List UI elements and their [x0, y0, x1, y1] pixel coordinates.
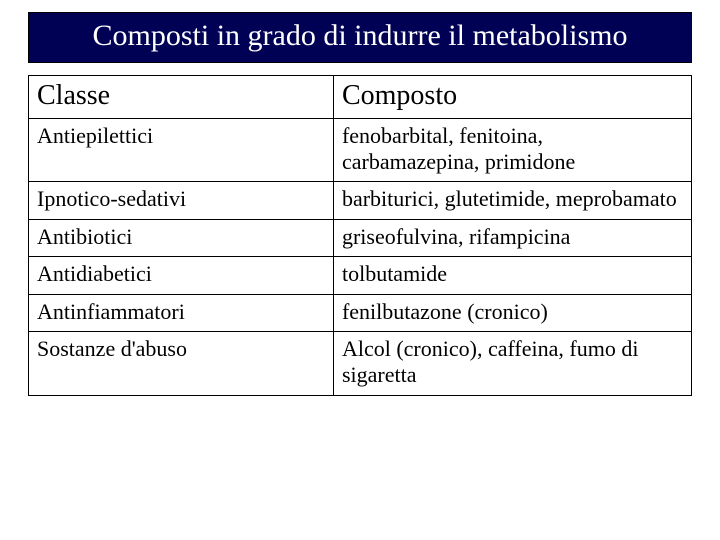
cell-composto: fenobarbital, fenitoina, carbamazepina, … — [333, 118, 691, 182]
cell-classe: Antinfiammatori — [29, 294, 334, 331]
cell-classe: Antibiotici — [29, 219, 334, 256]
table-row: Antiepilettici fenobarbital, fenitoina, … — [29, 118, 692, 182]
table-row: Ipnotico-sedativi barbiturici, glutetimi… — [29, 182, 692, 219]
cell-classe: Sostanze d'abuso — [29, 332, 334, 396]
inducers-table: Classe Composto Antiepilettici fenobarbi… — [28, 75, 692, 396]
table-row: Antibiotici griseofulvina, rifampicina — [29, 219, 692, 256]
cell-composto: Alcol (cronico), caffeina, fumo di sigar… — [333, 332, 691, 396]
table-row: Sostanze d'abuso Alcol (cronico), caffei… — [29, 332, 692, 396]
col-header-classe: Classe — [29, 75, 334, 118]
table-row: Antinfiammatori fenilbutazone (cronico) — [29, 294, 692, 331]
table-header-row: Classe Composto — [29, 75, 692, 118]
cell-classe: Antidiabetici — [29, 257, 334, 294]
cell-classe: Antiepilettici — [29, 118, 334, 182]
cell-composto: griseofulvina, rifampicina — [333, 219, 691, 256]
cell-composto: tolbutamide — [333, 257, 691, 294]
cell-classe: Ipnotico-sedativi — [29, 182, 334, 219]
table-row: Antidiabetici tolbutamide — [29, 257, 692, 294]
cell-composto: fenilbutazone (cronico) — [333, 294, 691, 331]
col-header-composto: Composto — [333, 75, 691, 118]
slide-title: Composti in grado di indurre il metaboli… — [28, 12, 692, 63]
cell-composto: barbiturici, glutetimide, meprobamato — [333, 182, 691, 219]
